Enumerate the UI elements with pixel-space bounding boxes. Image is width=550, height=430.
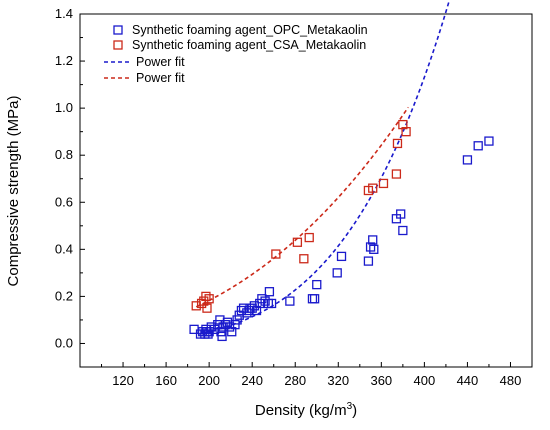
data-point [368, 183, 378, 193]
legend-entry-fit-blue: Power fit [104, 55, 185, 69]
data-point [242, 308, 252, 318]
data-point [257, 294, 267, 304]
legend-entry-opc: Synthetic foaming agent_OPC_Metakaolin [113, 23, 368, 37]
data-point [312, 279, 322, 290]
x-tick-label: 200 [198, 373, 220, 388]
data-point [203, 329, 213, 339]
data-point [271, 249, 281, 259]
data-point [369, 244, 379, 254]
data-point [473, 141, 483, 151]
data-point [332, 268, 342, 278]
y-tick-label: 1.2 [55, 53, 73, 68]
x-axis-ticks: 120 160 200 240 280 320 360 400 440 480 [101, 362, 533, 388]
x-axis-title-end: ) [352, 402, 357, 419]
x-tick-label: 320 [327, 373, 349, 388]
data-point [260, 296, 270, 306]
data-point [201, 291, 211, 302]
data-point [462, 155, 473, 165]
data-point [206, 322, 216, 332]
data-point [396, 209, 406, 219]
data-point [249, 301, 259, 311]
data-point [368, 235, 378, 245]
x-tick-label: 120 [112, 373, 134, 388]
data-point [232, 315, 242, 325]
data-point [398, 119, 408, 130]
data-point [285, 296, 295, 306]
data-point [199, 296, 209, 306]
y-tick-label: 1.0 [55, 100, 73, 115]
y-tick-label: 0.0 [55, 335, 73, 350]
data-point [363, 256, 374, 266]
data-point [227, 327, 237, 337]
x-tick-label: 480 [500, 373, 522, 388]
data-point [202, 303, 212, 313]
data-point [304, 232, 314, 243]
fit-lines [195, 0, 451, 335]
data-points [189, 119, 494, 342]
x-tick-label: 440 [457, 373, 479, 388]
data-point [251, 305, 262, 316]
data-point [204, 327, 214, 337]
plot-area: 120 160 200 240 280 320 360 400 440 480 0.0 0.2 0.4… [55, 0, 533, 388]
y-tick-label: 0.6 [55, 194, 73, 209]
data-point [230, 319, 240, 330]
x-axis-title: Density (kg/m3) [255, 401, 357, 419]
legend-marker-csa [113, 40, 123, 50]
data-point [398, 225, 408, 236]
x-tick-label: 160 [155, 373, 177, 388]
legend-entry-csa: Synthetic foaming agent_CSA_Metakaolin [113, 38, 366, 52]
data-point [378, 178, 389, 189]
legend-label-fit-blue: Power fit [136, 55, 185, 69]
data-point [204, 294, 214, 304]
data-point [484, 136, 494, 146]
fit-line-1 [195, 106, 409, 308]
data-point [191, 301, 201, 311]
x-tick-label: 360 [370, 373, 392, 388]
y-tick-label: 0.8 [55, 147, 73, 162]
y-axis-title: Compressive strength (MPa) [5, 96, 22, 287]
data-point [391, 169, 402, 179]
legend-label-opc: Synthetic foaming agent_OPC_Metakaolin [132, 23, 368, 37]
legend-label-fit-red: Power fit [136, 71, 185, 85]
data-point [365, 242, 376, 252]
legend-entry-fit-red: Power fit [104, 71, 185, 85]
data-point [217, 331, 227, 342]
x-tick-label: 400 [414, 373, 436, 388]
data-point [401, 127, 411, 137]
y-tick-label: 1.4 [55, 6, 73, 21]
data-point [266, 298, 277, 309]
data-point [264, 287, 275, 297]
y-tick-label: 0.2 [55, 288, 73, 303]
x-tick-label: 280 [284, 373, 306, 388]
y-tick-label: 0.4 [55, 241, 73, 256]
legend-label-csa: Synthetic foaming agent_CSA_Metakaolin [132, 38, 366, 52]
y-axis-ticks: 0.0 0.2 0.4 0.6 0.8 1.0 1.2 1.4 [55, 6, 85, 350]
data-point [224, 322, 235, 332]
x-tick-label: 240 [241, 373, 263, 388]
legend-marker-opc [113, 25, 123, 35]
data-point [336, 251, 347, 262]
fit-line-0 [198, 0, 451, 335]
data-point [299, 254, 309, 264]
legend: Synthetic foaming agent_OPC_Metakaolin S… [104, 23, 368, 85]
data-point [292, 237, 303, 247]
data-point [309, 294, 320, 304]
data-point [236, 305, 247, 316]
plot-frame [79, 13, 533, 368]
data-point [392, 138, 403, 149]
data-point [307, 294, 318, 304]
x-axis-title-sup: 3 [347, 401, 353, 412]
